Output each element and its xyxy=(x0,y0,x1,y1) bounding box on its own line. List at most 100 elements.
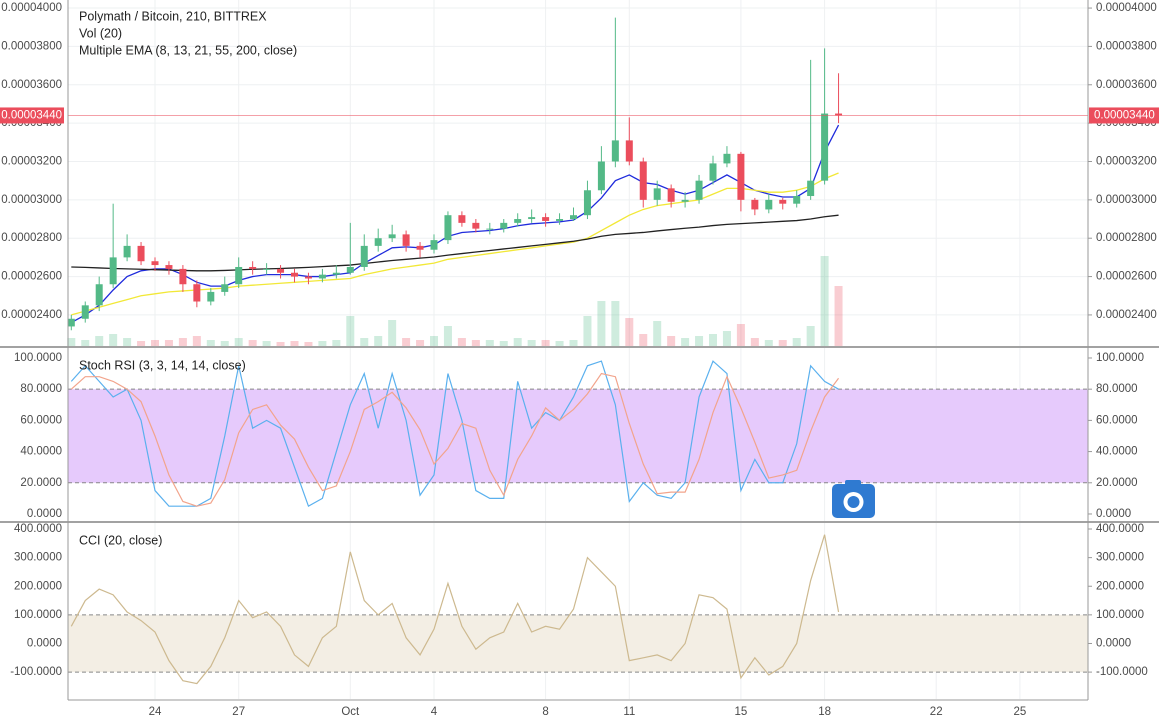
x-tick-label: 11 xyxy=(623,706,635,718)
candle-body xyxy=(193,284,201,302)
candle-body xyxy=(570,215,577,220)
y-tick-label: 80.0000 xyxy=(20,383,62,395)
volume-bar xyxy=(541,340,550,346)
volume-bar xyxy=(457,338,466,346)
candle-body xyxy=(291,272,298,277)
x-tick-label: 8 xyxy=(542,706,548,718)
y-tick-label: 0.00003000 xyxy=(1096,194,1157,206)
y-tick-label: 0.00002800 xyxy=(1096,232,1157,244)
volume-bar xyxy=(206,340,215,346)
volume-bar xyxy=(834,286,843,346)
y-tick-label: 0.00002400 xyxy=(1,309,62,321)
candle-body xyxy=(597,161,605,191)
candle-body xyxy=(277,268,285,273)
candle-body xyxy=(765,199,773,210)
volume-bar xyxy=(234,338,243,346)
candle-body xyxy=(583,190,591,216)
y-tick-label: 0.0000 xyxy=(27,638,62,650)
candle-body xyxy=(751,199,759,210)
candle-body xyxy=(779,199,787,204)
volume-bar xyxy=(597,301,606,346)
volume-bar xyxy=(67,338,76,346)
y-tick-label: -100.0000 xyxy=(10,666,62,678)
y-tick-label: 0.00002400 xyxy=(1096,309,1157,321)
y-tick-label: 0.00004000 xyxy=(1096,2,1157,14)
candle-body xyxy=(221,284,229,292)
volume-bar xyxy=(625,318,634,346)
y-tick-label: 0.00002800 xyxy=(1,232,62,244)
volume-bar xyxy=(778,340,787,346)
series-line xyxy=(71,214,839,272)
volume-bar xyxy=(806,326,815,346)
y-tick-label: 100.0000 xyxy=(14,352,62,364)
candle-body xyxy=(249,266,257,269)
volume-bar xyxy=(722,331,731,346)
y-tick-label: -100.0000 xyxy=(1096,666,1148,678)
volume-bar xyxy=(639,334,648,346)
candle-body xyxy=(207,291,215,302)
candle-body xyxy=(458,215,466,223)
y-tick-label: 0.0000 xyxy=(27,508,62,520)
candle-body xyxy=(263,268,271,270)
snapshot-button[interactable] xyxy=(832,480,875,518)
volume-bar xyxy=(653,321,662,346)
candle-body xyxy=(346,266,354,273)
candle-body xyxy=(165,265,173,269)
mark-layer xyxy=(67,17,1088,685)
volume-bar xyxy=(485,340,494,346)
candle-body xyxy=(235,266,243,285)
volume-bar xyxy=(276,342,285,346)
y-tick-label: 20.0000 xyxy=(1096,477,1138,489)
volume-bar xyxy=(792,338,801,346)
volume-bar xyxy=(820,256,829,346)
volume-bar xyxy=(667,336,676,346)
candle-body xyxy=(95,284,103,306)
y-tick-label: 400.0000 xyxy=(14,523,62,535)
pane-title: Polymath / Bitcoin, 210, BITTREX xyxy=(79,9,267,23)
series-line xyxy=(70,372,840,507)
volume-bar xyxy=(569,340,578,346)
candle-body xyxy=(416,245,424,250)
candle-body xyxy=(430,240,438,250)
x-tick-label: 24 xyxy=(149,706,162,718)
y-tick-label: 0.00002600 xyxy=(1096,271,1157,283)
x-tick-label: 18 xyxy=(818,706,831,718)
last-price-tag xyxy=(0,107,64,124)
indicator-label: Multiple EMA (8, 13, 21, 55, 200, close) xyxy=(79,43,297,57)
x-tick-label: 22 xyxy=(930,706,943,718)
y-tick-label: 300.0000 xyxy=(1096,552,1144,564)
camera-top xyxy=(845,480,861,486)
volume-bar xyxy=(304,342,313,346)
volume-bar xyxy=(151,340,159,346)
last-price-tag xyxy=(1089,107,1159,124)
volume-bar xyxy=(262,341,271,346)
candle-body xyxy=(709,163,717,181)
candle-body xyxy=(332,272,340,275)
candle-body xyxy=(667,188,675,202)
volume-bar xyxy=(374,336,383,346)
candle-body xyxy=(304,276,312,279)
volume-bar xyxy=(123,338,132,346)
y-tick-label: 80.0000 xyxy=(1096,383,1138,395)
volume-bar xyxy=(583,316,592,346)
y-tick-label: 100.0000 xyxy=(1096,609,1144,621)
x-tick-label: Oct xyxy=(341,706,360,718)
y-tick-label: 0.0000 xyxy=(1096,508,1131,520)
volume-bar xyxy=(695,336,704,346)
candle-body xyxy=(109,257,117,285)
candle-body xyxy=(500,222,508,229)
volume-bar xyxy=(332,340,341,346)
volume-bar xyxy=(764,340,773,346)
candle-body xyxy=(807,180,815,197)
candle-body xyxy=(67,318,75,327)
volume-bar xyxy=(178,338,187,346)
volume-bar xyxy=(402,338,411,346)
candle-body xyxy=(723,153,731,164)
y-tick-label: 0.0000 xyxy=(1096,638,1131,650)
y-tick-label: 0.00003800 xyxy=(1,40,62,52)
y-tick-label: 20.0000 xyxy=(20,477,62,489)
candle-body xyxy=(793,196,801,204)
y-tick-label: 100.0000 xyxy=(1096,352,1144,364)
